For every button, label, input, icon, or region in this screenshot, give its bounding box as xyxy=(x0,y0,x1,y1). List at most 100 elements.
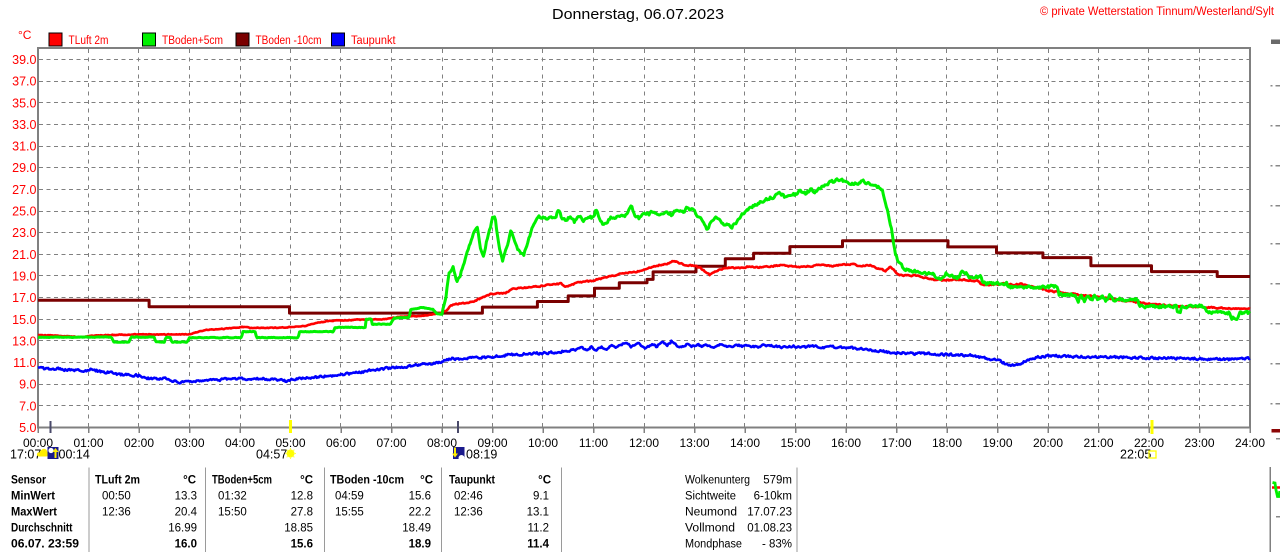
svg-text:17.07.23: 17.07.23 xyxy=(747,507,792,519)
svg-text:Neumond: Neumond xyxy=(685,507,737,519)
svg-text:21:00: 21:00 xyxy=(1083,436,1113,450)
svg-text:Sensor: Sensor xyxy=(11,475,46,487)
svg-text:05:00: 05:00 xyxy=(275,436,305,450)
svg-text:23:00: 23:00 xyxy=(1184,436,1214,450)
svg-text:04:57: 04:57 xyxy=(256,448,287,462)
svg-text:18.85: 18.85 xyxy=(284,523,313,535)
svg-text:13.3: 13.3 xyxy=(175,491,197,503)
svg-text:© private Wetterstation Tinnum: © private Wetterstation Tinnum/Westerlan… xyxy=(1040,4,1275,18)
svg-text:°C: °C xyxy=(18,28,32,42)
svg-text:19.0: 19.0 xyxy=(12,270,36,284)
svg-text:°C: °C xyxy=(538,475,551,487)
svg-text:20:00: 20:00 xyxy=(1033,436,1063,450)
svg-text:15.0: 15.0 xyxy=(12,313,36,327)
svg-text:06.07. 23:59: 06.07. 23:59 xyxy=(11,539,79,551)
svg-text:29.0: 29.0 xyxy=(12,161,36,175)
svg-text:03:00: 03:00 xyxy=(174,436,204,450)
svg-text:12:36: 12:36 xyxy=(102,507,131,519)
svg-text:08:19: 08:19 xyxy=(466,448,497,462)
svg-text:Wolkenunterg: Wolkenunterg xyxy=(685,475,750,487)
svg-text:18:00: 18:00 xyxy=(932,436,962,450)
svg-text:06:00: 06:00 xyxy=(326,436,356,450)
svg-text:TBoden -10cm: TBoden -10cm xyxy=(256,35,322,47)
svg-text:20.4: 20.4 xyxy=(175,507,198,519)
svg-text:00:00: 00:00 xyxy=(23,436,53,450)
svg-text:TLuft 2m: TLuft 2m xyxy=(95,475,140,487)
svg-text:01:32: 01:32 xyxy=(218,491,247,503)
svg-text:579m: 579m xyxy=(763,475,792,487)
svg-text:22:00: 22:00 xyxy=(1134,436,1164,450)
svg-text:°C: °C xyxy=(300,475,313,487)
svg-text:°C: °C xyxy=(183,475,196,487)
svg-text:11.4: 11.4 xyxy=(527,539,549,551)
svg-text:Donnerstag, 06.07.2023: Donnerstag, 06.07.2023 xyxy=(552,6,724,23)
svg-text:02:00: 02:00 xyxy=(124,436,154,450)
svg-text:11.0: 11.0 xyxy=(13,356,36,370)
svg-text:04:00: 04:00 xyxy=(225,436,255,450)
svg-text:04:59: 04:59 xyxy=(335,491,364,503)
svg-text:13.0: 13.0 xyxy=(12,334,36,348)
svg-text:°C: °C xyxy=(420,475,433,487)
svg-text:10:00: 10:00 xyxy=(528,436,558,450)
svg-text:25.0: 25.0 xyxy=(12,205,36,219)
svg-text:00:50: 00:50 xyxy=(102,491,131,503)
svg-text:35.0: 35.0 xyxy=(12,96,36,110)
svg-text:TBoden+5cm: TBoden+5cm xyxy=(212,475,272,487)
svg-text:08:00: 08:00 xyxy=(427,436,457,450)
svg-text:MaxWert: MaxWert xyxy=(11,507,57,519)
svg-text:01:00: 01:00 xyxy=(73,436,103,450)
svg-text:37.0: 37.0 xyxy=(12,75,36,89)
svg-text:Durchschnitt: Durchschnitt xyxy=(11,523,73,535)
svg-text:16.0: 16.0 xyxy=(175,539,197,551)
svg-text:TBoden+5cm: TBoden+5cm xyxy=(162,35,223,47)
svg-text:11:00: 11:00 xyxy=(579,436,608,450)
svg-text:18.49: 18.49 xyxy=(402,523,431,535)
svg-text:16.99: 16.99 xyxy=(168,523,197,535)
svg-text:09:00: 09:00 xyxy=(477,436,507,450)
svg-text:15.6: 15.6 xyxy=(409,491,431,503)
svg-text:TLuft 2m: TLuft 2m xyxy=(69,35,109,47)
svg-text:6-10km: 6-10km xyxy=(754,491,792,503)
svg-text:13.1: 13.1 xyxy=(527,507,549,519)
svg-text:Taupunkt: Taupunkt xyxy=(449,475,495,487)
svg-text:01.08.23: 01.08.23 xyxy=(747,523,792,535)
svg-text:15:50: 15:50 xyxy=(218,507,247,519)
svg-text:22.2: 22.2 xyxy=(409,507,431,519)
svg-text:21.0: 21.0 xyxy=(12,248,36,262)
svg-text:18.9: 18.9 xyxy=(409,539,431,551)
svg-text:33.0: 33.0 xyxy=(12,118,36,132)
svg-text:17.0: 17.0 xyxy=(12,291,36,305)
svg-text:11.2: 11.2 xyxy=(527,523,549,535)
svg-text:24:00: 24:00 xyxy=(1235,436,1265,450)
svg-text:12:00: 12:00 xyxy=(629,436,659,450)
svg-text:17:07: 17:07 xyxy=(10,448,41,462)
svg-text:07:00: 07:00 xyxy=(376,436,406,450)
svg-text:31.0: 31.0 xyxy=(12,140,36,154)
svg-text:23.0: 23.0 xyxy=(12,226,36,240)
svg-text:13:00: 13:00 xyxy=(679,436,709,450)
svg-text:02:46: 02:46 xyxy=(454,491,483,503)
svg-text:TBoden -10cm: TBoden -10cm xyxy=(330,475,404,487)
svg-text:Taupunkt: Taupunkt xyxy=(351,35,396,47)
svg-text:17:00: 17:00 xyxy=(881,436,911,450)
svg-text:9.1: 9.1 xyxy=(533,491,549,503)
svg-text:15:55: 15:55 xyxy=(335,507,364,519)
svg-text:- 83%: - 83% xyxy=(762,539,792,551)
svg-text:7.0: 7.0 xyxy=(19,399,36,413)
svg-text:15.6: 15.6 xyxy=(291,539,313,551)
svg-text:Vollmond: Vollmond xyxy=(685,523,735,535)
svg-text:9.0: 9.0 xyxy=(19,378,36,392)
svg-text:12.8: 12.8 xyxy=(291,491,313,503)
svg-text:27.0: 27.0 xyxy=(12,183,36,197)
svg-text:27.8: 27.8 xyxy=(291,507,313,519)
svg-text:16:00: 16:00 xyxy=(831,436,861,450)
svg-text:5.0: 5.0 xyxy=(19,421,36,435)
svg-text:12:36: 12:36 xyxy=(454,507,483,519)
svg-text:22:05: 22:05 xyxy=(1120,448,1151,462)
svg-text:Sichtweite: Sichtweite xyxy=(685,491,736,503)
svg-text:MinWert: MinWert xyxy=(11,491,55,503)
svg-text:14:00: 14:00 xyxy=(730,436,760,450)
svg-text:15:00: 15:00 xyxy=(780,436,810,450)
svg-text:19:00: 19:00 xyxy=(982,436,1012,450)
svg-text:39.0: 39.0 xyxy=(12,53,36,67)
